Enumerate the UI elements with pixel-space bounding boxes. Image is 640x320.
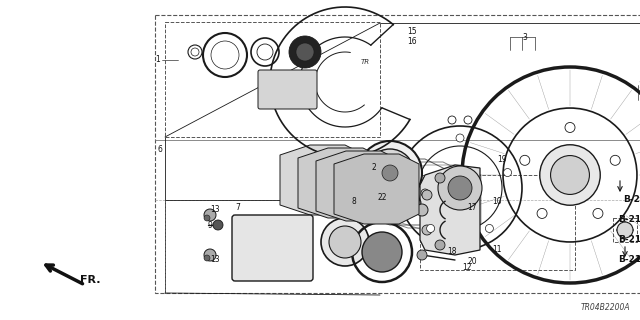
Circle shape xyxy=(417,250,427,260)
Circle shape xyxy=(540,145,600,205)
Circle shape xyxy=(204,249,216,261)
Circle shape xyxy=(257,44,273,60)
Circle shape xyxy=(485,224,493,232)
Text: 2: 2 xyxy=(372,164,377,172)
Text: TR04B2200A: TR04B2200A xyxy=(580,303,630,312)
Circle shape xyxy=(537,208,547,219)
Circle shape xyxy=(565,123,575,132)
Text: 8: 8 xyxy=(352,197,356,206)
Text: TR: TR xyxy=(360,59,369,65)
Text: 15: 15 xyxy=(407,27,417,36)
Circle shape xyxy=(382,165,398,181)
Circle shape xyxy=(456,134,464,142)
Bar xyxy=(165,22,380,137)
Text: 20: 20 xyxy=(467,258,477,267)
Text: 22: 22 xyxy=(377,194,387,203)
Bar xyxy=(155,15,640,293)
Circle shape xyxy=(408,169,417,177)
Text: 19: 19 xyxy=(497,156,507,164)
Circle shape xyxy=(504,169,511,177)
Text: B-21: B-21 xyxy=(623,196,640,204)
Text: 11: 11 xyxy=(492,245,502,254)
Circle shape xyxy=(422,225,432,235)
Text: B-21-2: B-21-2 xyxy=(618,236,640,244)
Circle shape xyxy=(435,173,445,183)
Text: 9: 9 xyxy=(207,220,212,229)
Circle shape xyxy=(427,224,435,232)
Circle shape xyxy=(448,176,472,200)
Text: 18: 18 xyxy=(447,247,456,257)
Text: 14: 14 xyxy=(638,81,640,90)
Circle shape xyxy=(296,43,314,61)
Circle shape xyxy=(211,41,239,69)
Text: FR.: FR. xyxy=(80,275,100,285)
Polygon shape xyxy=(280,145,365,215)
FancyBboxPatch shape xyxy=(258,70,317,109)
Text: 13: 13 xyxy=(210,205,220,214)
Polygon shape xyxy=(298,148,383,218)
Circle shape xyxy=(376,159,404,187)
Circle shape xyxy=(438,166,482,210)
Circle shape xyxy=(204,215,210,221)
Circle shape xyxy=(358,141,422,205)
Text: 10: 10 xyxy=(492,197,502,206)
Text: 16: 16 xyxy=(407,37,417,46)
Polygon shape xyxy=(420,165,480,255)
Circle shape xyxy=(520,155,530,165)
Circle shape xyxy=(610,155,620,165)
Text: 17: 17 xyxy=(467,203,477,212)
Text: 7: 7 xyxy=(235,203,240,212)
Circle shape xyxy=(204,255,210,261)
Bar xyxy=(613,218,637,242)
Circle shape xyxy=(617,222,633,238)
Bar xyxy=(420,175,575,270)
Circle shape xyxy=(593,208,603,219)
Circle shape xyxy=(362,232,402,272)
FancyBboxPatch shape xyxy=(232,215,313,281)
Circle shape xyxy=(213,220,223,230)
Circle shape xyxy=(366,149,414,197)
Text: 13: 13 xyxy=(210,255,220,265)
Circle shape xyxy=(289,36,321,68)
Circle shape xyxy=(321,218,369,266)
Text: 1: 1 xyxy=(156,55,160,65)
Circle shape xyxy=(204,209,216,221)
Circle shape xyxy=(550,156,589,195)
Circle shape xyxy=(422,190,432,200)
Polygon shape xyxy=(316,151,401,221)
Circle shape xyxy=(329,226,361,258)
Text: 6: 6 xyxy=(157,146,162,155)
Text: B-21-1: B-21-1 xyxy=(618,215,640,225)
Text: 3: 3 xyxy=(522,33,527,42)
Circle shape xyxy=(416,204,428,216)
Text: 12: 12 xyxy=(462,263,472,273)
Polygon shape xyxy=(334,154,419,224)
Text: B-21-3: B-21-3 xyxy=(618,255,640,265)
Circle shape xyxy=(435,240,445,250)
